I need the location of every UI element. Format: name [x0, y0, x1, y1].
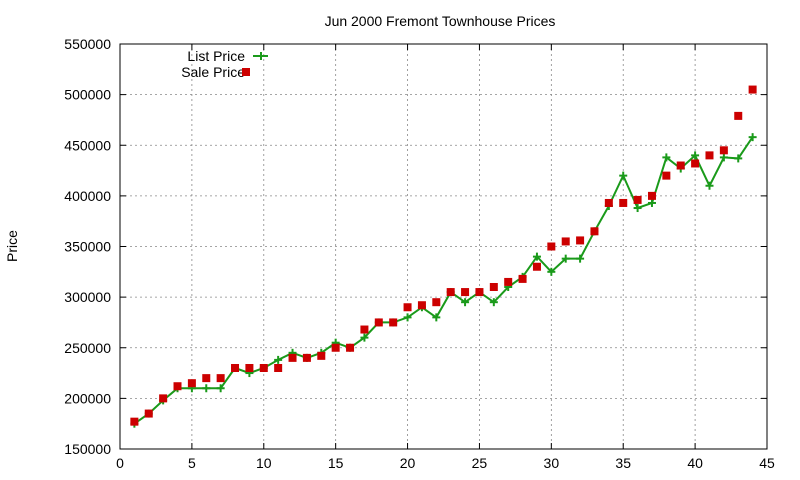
- sale-price-point: [159, 394, 168, 403]
- y-axis-label: Price: [4, 230, 20, 262]
- sale-price-point: [475, 288, 484, 297]
- list-price-point: [647, 198, 656, 207]
- list-price-point: [532, 252, 541, 261]
- sale-price-point: [561, 237, 570, 246]
- sale-price-point: [547, 242, 556, 251]
- sale-price-point: [734, 111, 743, 120]
- sale-price-point: [274, 364, 283, 372]
- chart-title: Jun 2000 Fremont Townhouse Prices: [325, 13, 556, 29]
- x-tick-label: 5: [188, 455, 196, 471]
- x-tick-label: 30: [544, 455, 560, 471]
- sale-price-point: [173, 382, 182, 391]
- sale-price-point: [417, 301, 426, 310]
- axis-ticks: 0 5 10 15 20 25 30 35 40 45 150000 200000 250000 3000…: [64, 36, 775, 471]
- list-price-point: [202, 384, 211, 393]
- sale-price-point: [691, 159, 700, 168]
- list-price-point: [561, 254, 570, 263]
- sale-price-point: [461, 288, 470, 297]
- x-tick-label: 15: [328, 455, 344, 471]
- legend-label-list-price: List Price: [187, 48, 245, 64]
- sale-price-point: [302, 353, 311, 362]
- list-price-point: [662, 153, 671, 162]
- sale-price-point: [216, 374, 225, 383]
- sale-price-point: [432, 298, 441, 307]
- list-price-point: [360, 333, 369, 342]
- legend-symbol-list-price: [253, 52, 268, 60]
- sale-price-point: [331, 343, 340, 352]
- sale-price-point: [346, 343, 355, 352]
- legend: List Price Sale Price: [181, 48, 268, 80]
- list-price-point: [633, 204, 642, 213]
- sale-price-point: [576, 236, 585, 245]
- y-tick-label: 300000: [64, 289, 111, 305]
- y-tick-label: 150000: [64, 441, 111, 457]
- legend-label-sale-price: Sale Price: [181, 64, 245, 80]
- list-price-point: [461, 298, 470, 307]
- sale-price-point: [504, 277, 513, 286]
- sale-price-point: [633, 195, 642, 204]
- x-tick-label: 25: [472, 455, 488, 471]
- sale-price-point: [374, 318, 383, 327]
- x-tick-label: 45: [759, 455, 775, 471]
- y-tick-label: 500000: [64, 87, 111, 103]
- x-tick-label: 35: [615, 455, 631, 471]
- list-price-point: [547, 267, 556, 276]
- sale-price-point: [489, 283, 498, 291]
- sale-price-point: [705, 151, 714, 160]
- sale-price-point: [144, 409, 153, 418]
- sale-price-point: [532, 262, 541, 271]
- sale-price-point: [187, 379, 196, 388]
- sale-price-point: [719, 146, 728, 155]
- sale-price-point: [662, 171, 671, 180]
- sale-price-point: [647, 191, 656, 200]
- x-tick-label: 20: [400, 455, 416, 471]
- legend-symbol-sale-price: [242, 68, 250, 76]
- sale-price-point: [245, 364, 254, 372]
- sale-price-point: [446, 288, 455, 297]
- y-tick-label: 350000: [64, 239, 111, 255]
- x-tick-label: 40: [687, 455, 703, 471]
- sale-price-point: [317, 351, 326, 360]
- sale-price-series: [130, 85, 757, 426]
- list-price-point: [705, 181, 714, 190]
- sale-price-point: [676, 161, 685, 170]
- sale-price-point: [360, 325, 369, 334]
- y-tick-label: 400000: [64, 188, 111, 204]
- list-price-point: [734, 154, 743, 163]
- x-tick-label: 0: [116, 455, 124, 471]
- list-price-point: [748, 133, 757, 142]
- sale-price-point: [130, 417, 139, 426]
- list-price-point: [216, 384, 225, 393]
- list-price-point: [691, 151, 700, 160]
- y-tick-label: 450000: [64, 137, 111, 153]
- sale-price-point: [403, 303, 412, 312]
- legend-square-sale-price: [242, 68, 250, 76]
- list-price-point: [719, 153, 728, 162]
- sale-price-point: [748, 85, 757, 94]
- y-tick-label: 200000: [64, 390, 111, 406]
- list-price-point: [489, 298, 498, 307]
- y-tick-label: 250000: [64, 340, 111, 356]
- sale-price-point: [259, 364, 268, 372]
- list-price-point: [403, 313, 412, 322]
- list-price-point: [432, 313, 441, 322]
- sale-price-point: [590, 227, 599, 236]
- sale-price-point: [202, 374, 211, 383]
- sale-price-point: [619, 198, 628, 207]
- sale-price-point: [288, 353, 297, 362]
- sale-price-point: [604, 198, 613, 207]
- sale-price-point: [518, 274, 527, 283]
- y-tick-label: 550000: [64, 36, 111, 52]
- list-price-point: [274, 355, 283, 364]
- sale-price-point: [389, 318, 398, 327]
- sale-price-point: [231, 364, 240, 372]
- list-price-point: [619, 171, 628, 180]
- list-price-point: [576, 254, 585, 263]
- list-price-line: [133, 136, 754, 425]
- x-tick-label: 10: [256, 455, 272, 471]
